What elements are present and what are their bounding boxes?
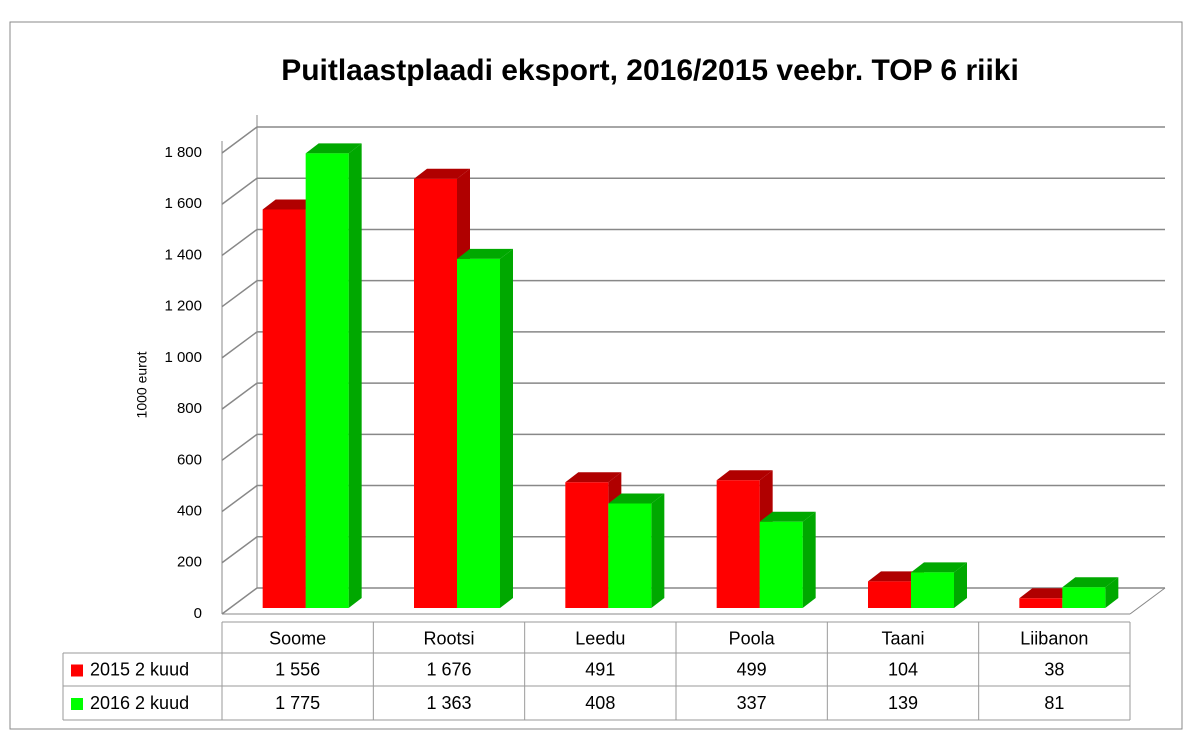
y-tick-label: 1 000 (164, 349, 202, 366)
legend-swatch (71, 664, 83, 677)
bar-face (1105, 577, 1119, 608)
grid-line (221, 536, 1165, 564)
bar (457, 248, 513, 608)
bar-face (651, 493, 665, 608)
table-value: 104 (888, 659, 918, 679)
y-tick-label: 0 (194, 605, 202, 622)
bar-face (911, 572, 954, 608)
bar-face (305, 153, 349, 608)
bar-face (1062, 577, 1119, 588)
table-value: 499 (737, 659, 767, 679)
y-tick-label: 600 (177, 451, 202, 468)
grid-line (221, 433, 1165, 461)
bar-face (262, 199, 319, 210)
bar-face (1019, 598, 1063, 608)
legend-label: 2016 2 kuud (90, 693, 189, 713)
y-tick-label: 1 600 (164, 195, 202, 212)
grid-line (221, 279, 1165, 308)
bar-face (802, 511, 816, 608)
bar-face (608, 503, 652, 608)
bar-face (716, 470, 773, 481)
bar-face (868, 571, 924, 582)
y-tick-label: 200 (177, 554, 202, 571)
grid-line (221, 177, 1165, 205)
y-tick-label: 1 200 (164, 298, 202, 315)
bar-face (457, 258, 500, 608)
chart-title: Puitlaastplaadi eksport, 2016/2015 veebr… (281, 54, 1019, 87)
x-tick-label: Taani (881, 628, 924, 648)
bar (305, 143, 362, 608)
bar-face (414, 178, 457, 608)
grid-line (221, 228, 1165, 257)
bar-face (500, 248, 513, 608)
table-value: 1 556 (275, 659, 320, 679)
grid-line (221, 484, 1165, 513)
table-value: 491 (585, 659, 615, 679)
y-tick-label: 1 800 (164, 144, 202, 161)
grid-line (221, 587, 1165, 615)
grid-line (221, 382, 1165, 410)
bar-face (262, 209, 306, 609)
x-tick-label: Soome (269, 628, 326, 648)
floor-edge (1129, 587, 1166, 615)
grid-line (221, 126, 1165, 154)
bar-face (348, 143, 362, 608)
bar-face (868, 581, 911, 608)
table-value: 1 676 (426, 659, 471, 679)
x-tick-label: Liibanon (1020, 628, 1088, 648)
bar-face (414, 168, 470, 179)
x-tick-label: Poola (729, 628, 776, 648)
bar (608, 493, 665, 608)
bar-face (565, 472, 622, 483)
bar-face (716, 480, 760, 608)
bar-face (911, 562, 967, 573)
y-tick-label: 1 400 (164, 246, 202, 263)
bar-face (954, 562, 967, 608)
legend-swatch (71, 698, 83, 710)
bar-face (1062, 587, 1106, 608)
bar-face (1019, 588, 1076, 599)
bar-face (759, 511, 816, 522)
table-value: 139 (888, 693, 918, 713)
bar-face (565, 482, 609, 608)
y-tick-label: 400 (177, 503, 202, 520)
table-value: 81 (1044, 693, 1064, 713)
legend-label: 2015 2 kuud (90, 659, 189, 679)
bar-face (457, 248, 513, 259)
bar (1062, 577, 1119, 608)
table-value: 337 (737, 693, 767, 713)
table-value: 38 (1044, 659, 1064, 679)
bar-face (759, 521, 803, 608)
x-tick-label: Leedu (575, 628, 625, 648)
table-value: 408 (585, 693, 615, 713)
bar-face (305, 143, 362, 154)
bar-face (608, 493, 665, 504)
bar (911, 562, 967, 608)
chart-frame (9, 21, 1183, 730)
y-tick-label: 800 (177, 400, 202, 417)
table-value: 1 775 (275, 693, 320, 713)
bar (759, 511, 816, 608)
table-value: 1 363 (426, 693, 471, 713)
grid-line (221, 331, 1165, 359)
y-axis-label: 1000 eurot (134, 351, 150, 418)
x-tick-label: Rootsi (423, 628, 474, 648)
